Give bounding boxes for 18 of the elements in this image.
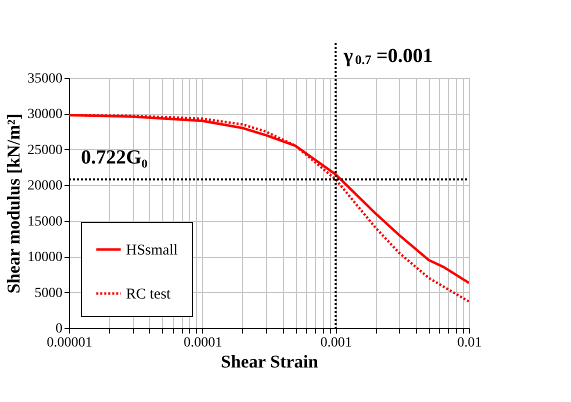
legend-label: RC test bbox=[126, 286, 172, 302]
y-tick-label: 15000 bbox=[28, 214, 62, 230]
x-tick-label: 0.00001 bbox=[46, 336, 92, 350]
x-axis-title: Shear Strain bbox=[220, 352, 318, 372]
x-tick-label: 0.0001 bbox=[184, 336, 222, 350]
y-tick-label: 5000 bbox=[34, 286, 62, 301]
y-tick-label: 0 bbox=[56, 322, 62, 336]
x-tick-label: 0.001 bbox=[320, 336, 352, 350]
legend-label: HSsmall bbox=[126, 242, 178, 258]
y-tick-label: 25000 bbox=[28, 142, 62, 158]
x-tick-label: 0.01 bbox=[457, 336, 482, 350]
y-tick-label: 30000 bbox=[28, 107, 62, 122]
y-tick-label: 20000 bbox=[28, 178, 62, 194]
y-tick-label: 35000 bbox=[28, 72, 62, 86]
ref-line-label: 0.722G₀ bbox=[81, 146, 148, 168]
y-axis-title: Shear modulus [kN/m²] bbox=[4, 113, 24, 294]
ref-line-label: γ0.7=0.001 bbox=[342, 45, 433, 67]
y-tick-label: 10000 bbox=[28, 250, 62, 266]
